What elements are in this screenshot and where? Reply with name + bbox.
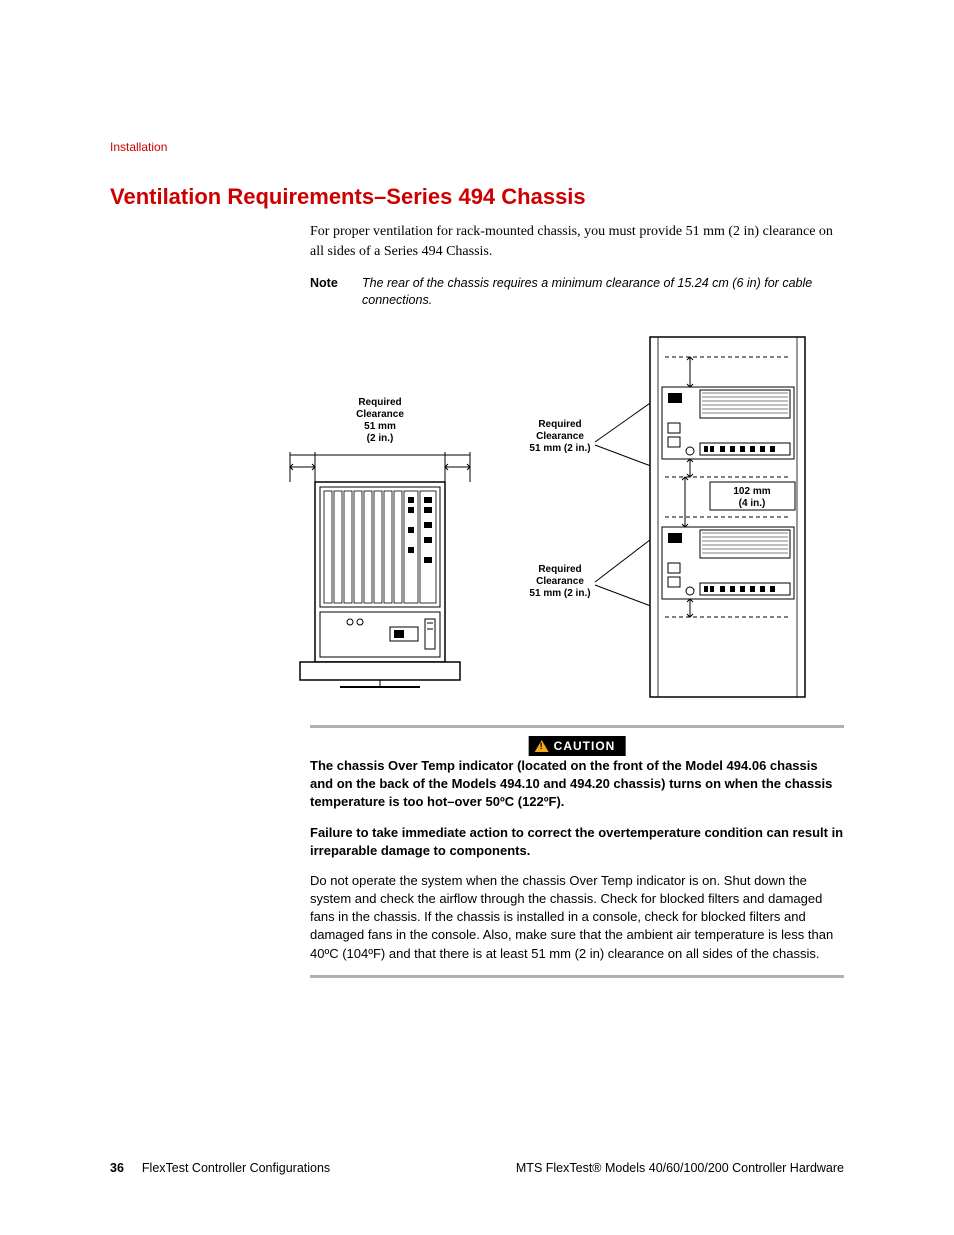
caution-p1: The chassis Over Temp indicator (located… [310,757,844,812]
caution-label: CAUTION [554,739,616,753]
svg-text:51 mm (2 in.): 51 mm (2 in.) [529,443,590,454]
note-block: Note The rear of the chassis requires a … [310,275,844,309]
caution-p2: Failure to take immediate action to corr… [310,824,844,860]
svg-text:102 mm: 102 mm [733,486,770,497]
svg-text:Clearance: Clearance [356,409,404,420]
note-text: The rear of the chassis requires a minim… [362,275,844,309]
svg-text:Required: Required [538,564,581,575]
svg-text:(2 in.): (2 in.) [367,433,394,444]
svg-text:Required: Required [538,419,581,430]
svg-text:(4 in.): (4 in.) [739,498,766,509]
footer-right: MTS FlexTest® Models 40/60/100/200 Contr… [516,1161,844,1175]
note-label: Note [310,275,362,309]
page-footer: 36 FlexTest Controller Configurations MT… [110,1161,844,1175]
svg-text:51 mm: 51 mm [364,421,396,432]
caution-body: The chassis Over Temp indicator (located… [310,757,844,963]
svg-text:51 mm (2 in.): 51 mm (2 in.) [529,588,590,599]
footer-left: FlexTest Controller Configurations [142,1161,516,1175]
ventilation-diagram: Required Clearance 51 mm (2 in.) Require… [190,327,810,707]
svg-text:Clearance: Clearance [536,431,584,442]
caution-badge: CAUTION [529,736,626,756]
page-heading: Ventilation Requirements–Series 494 Chas… [110,184,844,210]
intro-paragraph: For proper ventilation for rack-mounted … [310,222,844,261]
svg-text:Clearance: Clearance [536,576,584,587]
section-label: Installation [110,140,844,154]
svg-text:Required: Required [358,397,401,408]
page-number: 36 [110,1161,124,1175]
warning-icon [535,740,549,752]
caution-divider-bottom [310,975,844,978]
caution-divider-top: CAUTION [310,725,844,753]
caution-p3: Do not operate the system when the chass… [310,872,844,963]
